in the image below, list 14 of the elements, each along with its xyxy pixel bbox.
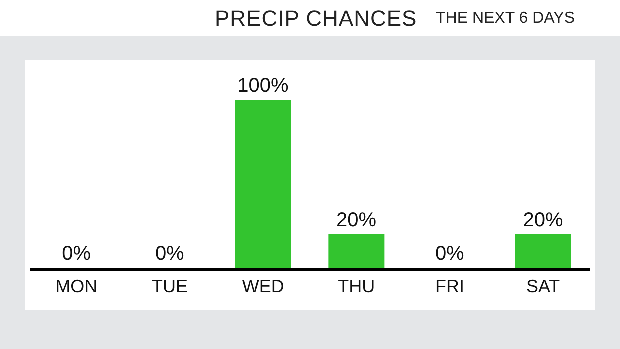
- chart-subtitle: THE NEXT 6 DAYS: [436, 10, 575, 28]
- x-tick-label: SAT: [526, 276, 560, 297]
- data-label: 20%: [523, 209, 564, 232]
- data-label: 100%: [238, 75, 290, 97]
- x-tick-label: FRI: [436, 276, 464, 297]
- chart-title: PRECIP CHANCES: [215, 6, 418, 32]
- x-tick-label: TUE: [152, 276, 188, 297]
- data-label: 20%: [336, 209, 377, 232]
- data-label: 0%: [155, 243, 185, 265]
- data-label: 0%: [435, 243, 465, 265]
- x-tick-label: WED: [242, 276, 284, 297]
- data-label: 0%: [62, 243, 92, 265]
- x-tick-label: THU: [338, 276, 376, 297]
- x-tick-label: MON: [56, 276, 98, 297]
